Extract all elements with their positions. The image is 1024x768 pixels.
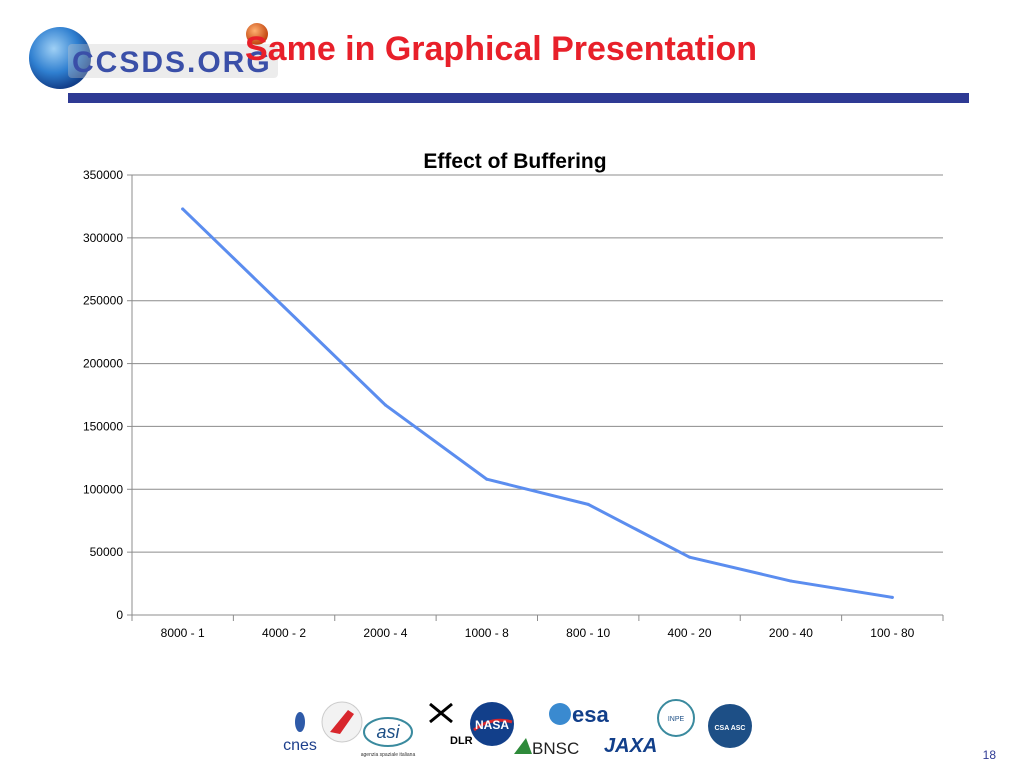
x-tick-label: 800 - 10 xyxy=(566,626,610,640)
x-tick-label: 100 - 80 xyxy=(870,626,914,640)
y-tick-label: 50000 xyxy=(90,545,124,559)
ccsds-logo: CCSDS.ORG xyxy=(29,23,278,89)
x-tick-label: 400 - 20 xyxy=(668,626,712,640)
csa-logo: CSA ASC xyxy=(708,704,752,748)
y-tick-label: 150000 xyxy=(83,419,123,433)
data-point xyxy=(789,579,793,583)
asi-logo: asi agenzia spaziale italiana xyxy=(361,717,416,758)
agency-logos-strip: cnes asi agenzia spaziale italiana DLR N… xyxy=(283,699,752,758)
x-tick-label: 8000 - 1 xyxy=(161,626,205,640)
data-point xyxy=(383,403,387,407)
y-tick-label: 100000 xyxy=(83,482,123,496)
y-tick-label: 300000 xyxy=(83,231,123,245)
jaxa-logo-text: JAXA xyxy=(604,735,657,757)
x-tick-label: 200 - 40 xyxy=(769,626,813,640)
inpe-logo: INPE xyxy=(657,699,695,737)
slide-title: Same in Graphical Presentation xyxy=(245,30,758,68)
page-number: 18 xyxy=(982,748,996,762)
logo-globe-icon xyxy=(29,27,91,89)
x-tick-label: 4000 - 2 xyxy=(262,626,306,640)
csa-logo-text: CSA ASC xyxy=(715,725,746,732)
y-tick-label: 200000 xyxy=(83,357,123,371)
logo-planet-icon xyxy=(246,23,268,45)
data-point xyxy=(586,502,590,506)
y-tick-label: 350000 xyxy=(83,168,123,182)
dlr-logo-text: DLR xyxy=(450,735,473,747)
logo-text: CCSDS.ORG xyxy=(72,46,272,79)
bnsc-logo-text: BNSC xyxy=(532,739,579,758)
title-underline-bar xyxy=(68,93,969,103)
line-chart: Effect of Buffering 0 50000 100000 150000 20… xyxy=(83,150,944,640)
cnes-logo: cnes xyxy=(283,712,317,754)
asi-caption: agenzia spaziale italiana xyxy=(361,752,416,758)
x-tick-label: 1000 - 8 xyxy=(465,626,509,640)
data-point xyxy=(282,305,286,309)
inpe-logo-text: INPE xyxy=(668,716,685,723)
jaxa-logo: JAXA xyxy=(604,735,657,757)
chart-title: Effect of Buffering xyxy=(423,150,606,173)
nasa-logo: NASA xyxy=(470,702,514,746)
series-line xyxy=(181,207,894,599)
data-point xyxy=(890,595,894,599)
esa-logo: esa xyxy=(549,702,609,727)
russian-agency-logo xyxy=(321,701,363,743)
nasa-logo-text: NASA xyxy=(475,718,509,732)
esa-logo-text: esa xyxy=(572,702,609,727)
data-point xyxy=(688,555,692,559)
x-tick-label: 2000 - 4 xyxy=(363,626,407,640)
y-tick-label: 250000 xyxy=(83,294,123,308)
dlr-logo: DLR xyxy=(429,702,473,747)
y-tick-label: 0 xyxy=(116,608,123,622)
bnsc-logo: BNSC xyxy=(514,738,579,758)
cnes-logo-text: cnes xyxy=(283,737,317,754)
data-point xyxy=(485,477,489,481)
asi-logo-text: asi xyxy=(376,722,400,742)
data-point xyxy=(181,207,185,211)
